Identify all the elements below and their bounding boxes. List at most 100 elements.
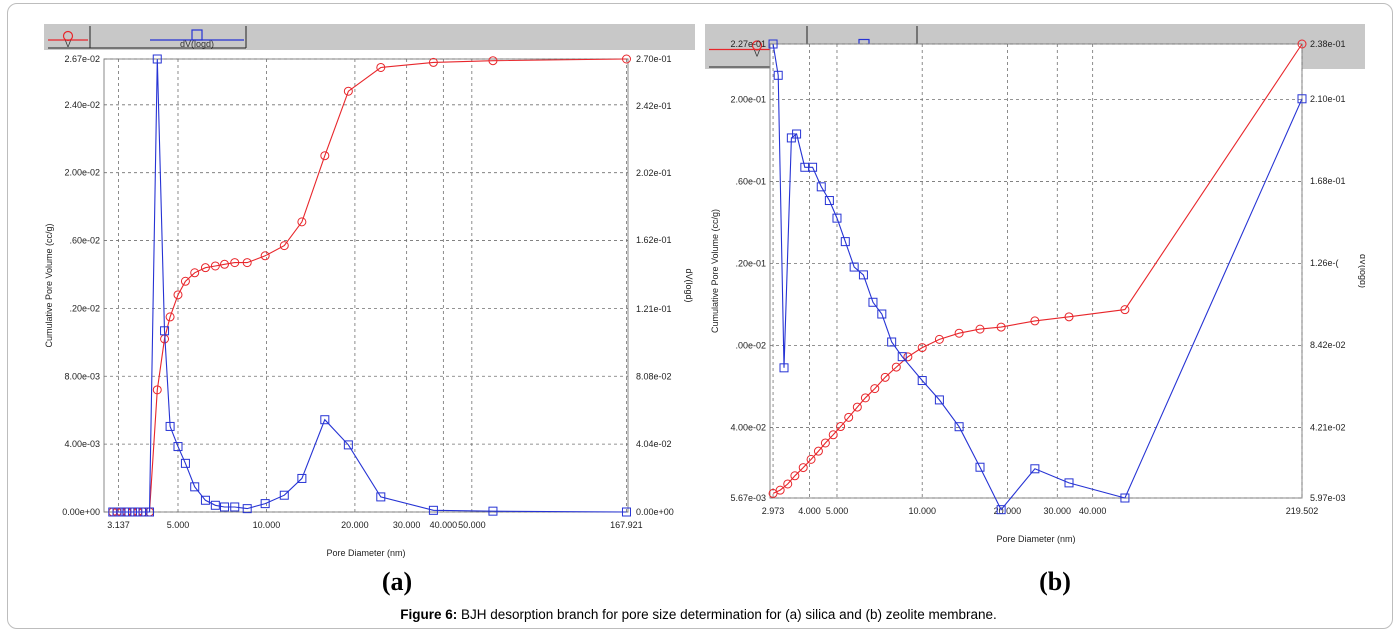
- legend-label: dV(logd): [180, 39, 214, 49]
- y-right-tick-label: 2.70e-01: [636, 54, 672, 64]
- data-point-square: [320, 415, 330, 425]
- y-right-axis-label: dV(logd): [684, 268, 694, 302]
- data-point-circle: [220, 259, 230, 269]
- data-point-square: [116, 507, 126, 517]
- legend-marker-circle: [62, 30, 74, 42]
- data-point-square: [858, 270, 868, 280]
- data-point-circle: [180, 276, 190, 286]
- data-point-circle: [488, 56, 498, 66]
- x-tick-label: 50.000: [458, 520, 486, 530]
- data-point-square: [297, 473, 307, 483]
- y-right-tick-label: 1.26e-(: [1310, 258, 1339, 268]
- y-left-tick-label: .60e-02: [69, 236, 100, 246]
- data-point-circle: [828, 430, 838, 440]
- x-tick-label: 10.000: [253, 520, 281, 530]
- data-point-circle: [621, 54, 631, 64]
- data-point-square: [133, 507, 143, 517]
- caption-text: BJH desorption branch for pore size dete…: [457, 607, 997, 622]
- y-left-tick-label: .00e-02: [735, 341, 766, 351]
- x-tick-label: 30.000: [1044, 506, 1072, 516]
- y-right-axis-label: dV(logd): [1358, 254, 1365, 288]
- data-point-circle: [891, 362, 901, 372]
- y-right-tick-label: 2.38e-01: [1310, 39, 1346, 49]
- data-point-square: [621, 507, 631, 517]
- data-point-circle: [934, 334, 944, 344]
- data-point-circle: [260, 251, 270, 261]
- x-tick-label: 3.137: [107, 520, 130, 530]
- y-right-tick-label: 1.62e-01: [636, 235, 672, 245]
- y-left-tick-label: 8.00e-03: [64, 371, 100, 381]
- x-tick-label: 219.502: [1286, 506, 1319, 516]
- data-point-circle: [376, 62, 386, 72]
- legend-marker-square: [191, 29, 203, 41]
- y-left-tick-label: 2.00e-01: [730, 94, 766, 104]
- data-point-square: [343, 440, 353, 450]
- x-tick-label: 40.000: [430, 520, 458, 530]
- data-point-square: [877, 309, 887, 319]
- data-point-circle: [242, 258, 252, 268]
- data-point-square: [165, 421, 175, 431]
- x-axis-label: Pore Diameter (nm): [996, 534, 1075, 544]
- data-point-circle: [975, 324, 985, 334]
- data-point-circle: [297, 217, 307, 227]
- data-point-square: [996, 505, 1006, 515]
- x-tick-label: 20.000: [994, 506, 1022, 516]
- x-tick-label: 20.000: [341, 520, 369, 530]
- y-left-tick-label: 0.00e+00: [62, 507, 100, 517]
- y-left-tick-label: 4.00e-02: [730, 423, 766, 433]
- y-left-tick-label: 4.00e-03: [64, 439, 100, 449]
- y-right-tick-label: 1.68e-01: [1310, 176, 1346, 186]
- data-point-square: [152, 54, 162, 64]
- data-point-circle: [1064, 312, 1074, 322]
- data-point-square: [1064, 478, 1074, 488]
- x-tick-label: 30.000: [393, 520, 421, 530]
- y-left-tick-label: 2.00e-02: [64, 168, 100, 178]
- data-point-square: [773, 70, 783, 80]
- data-point-circle: [768, 488, 778, 498]
- data-point-square: [376, 492, 386, 502]
- data-point-circle: [279, 241, 289, 251]
- y-right-tick-label: 8.08e-02: [636, 371, 672, 381]
- data-point-square: [242, 504, 252, 514]
- data-point-circle: [917, 343, 927, 353]
- series-line-dv: [112, 58, 627, 513]
- data-point-circle: [1120, 305, 1130, 315]
- data-point-square: [868, 297, 878, 307]
- data-point-square: [824, 196, 834, 206]
- y-right-tick-label: 5.97e-03: [1310, 493, 1346, 503]
- x-tick-label: 5.000: [167, 520, 190, 530]
- y-right-tick-label: 2.02e-01: [636, 168, 672, 178]
- y-right-tick-label: 2.10e-01: [1310, 94, 1346, 104]
- data-point-circle: [200, 263, 210, 273]
- panel-label-b: (b): [1039, 567, 1071, 596]
- data-point-circle: [1030, 316, 1040, 326]
- y-right-tick-label: 4.21e-02: [1310, 422, 1346, 432]
- data-point-square: [832, 213, 842, 223]
- data-point-circle: [343, 86, 353, 96]
- data-point-square: [145, 507, 155, 517]
- x-tick-label: 2.973: [762, 506, 785, 516]
- x-tick-label: 10.000: [908, 506, 936, 516]
- data-point-square: [887, 337, 897, 347]
- data-point-circle: [165, 312, 175, 322]
- data-point-square: [122, 507, 132, 517]
- data-point-square: [160, 326, 170, 336]
- y-left-tick-label: 2.67e-02: [64, 54, 100, 64]
- y-right-tick-label: 0.00e+00: [636, 507, 674, 517]
- data-point-circle: [152, 385, 162, 395]
- data-point-circle: [954, 328, 964, 338]
- data-point-square: [190, 482, 200, 492]
- data-point-square: [173, 442, 183, 452]
- data-point-circle: [428, 57, 438, 67]
- data-point-square: [779, 363, 789, 373]
- data-point-square: [816, 182, 826, 192]
- data-point-square: [975, 462, 985, 472]
- data-point-square: [768, 39, 778, 49]
- data-point-square: [220, 502, 230, 512]
- data-point-circle: [836, 422, 846, 432]
- y-left-tick-label: .20e-01: [735, 258, 766, 268]
- data-point-circle: [813, 446, 823, 456]
- data-point-square: [127, 507, 137, 517]
- data-point-square: [917, 376, 927, 386]
